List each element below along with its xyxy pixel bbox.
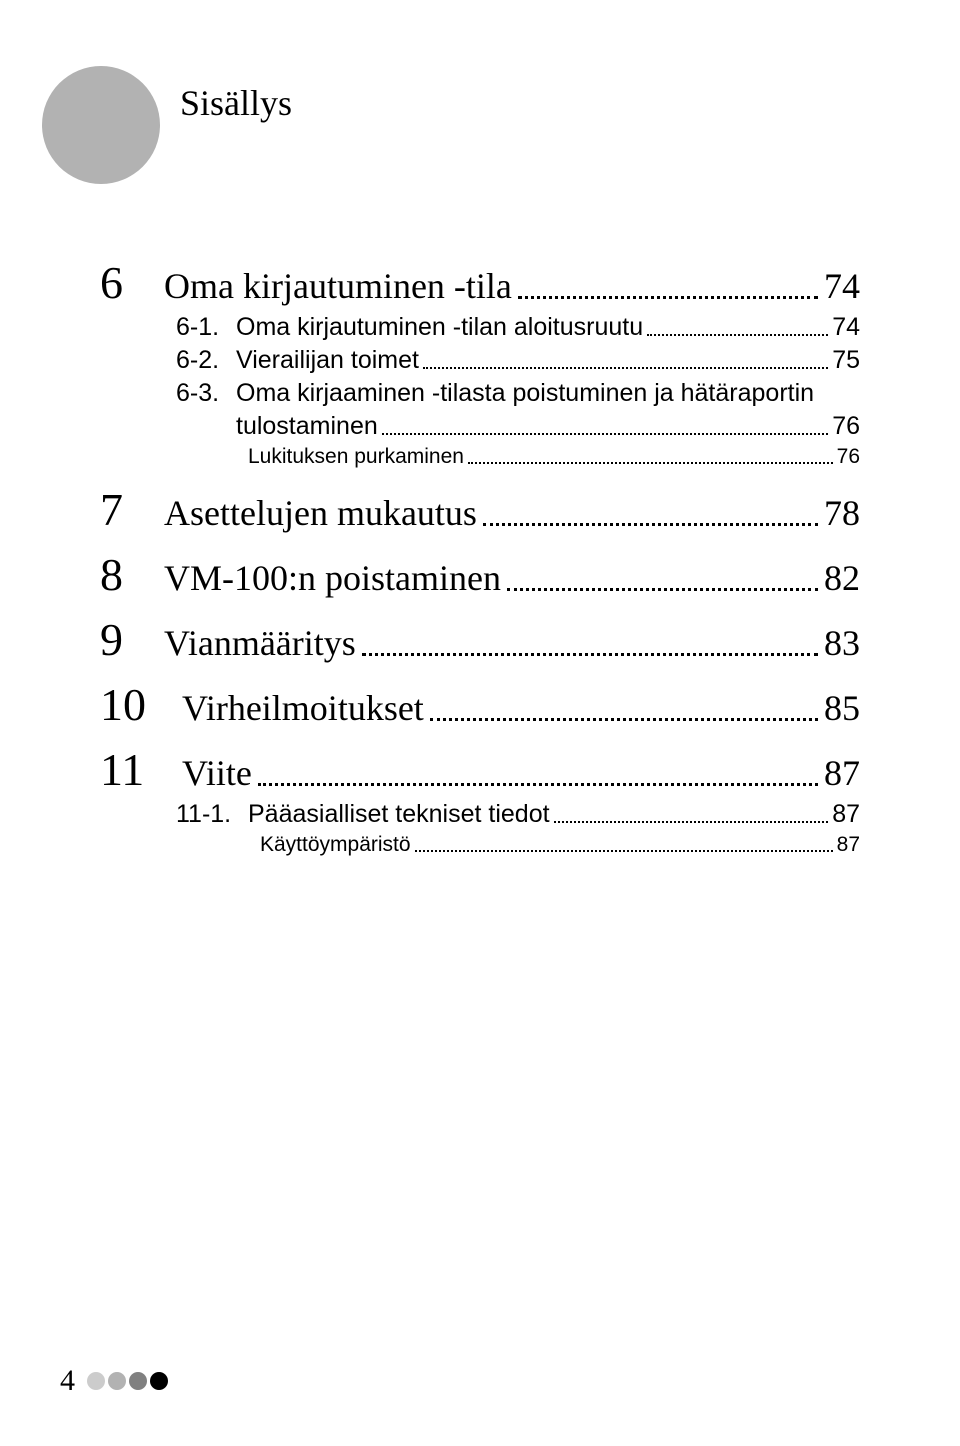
toc-chapter-row: 10 Virheilmoitukset 85 xyxy=(100,682,860,729)
chapter-number: 6 xyxy=(100,260,164,306)
subsub-page: 76 xyxy=(837,445,860,469)
chapter-title: Oma kirjautuminen -tila xyxy=(164,265,512,307)
toc-sub-row: 11-1. Pääasialliset tekniset tiedot 87 xyxy=(176,800,860,829)
sub-title-wrap: tulostaminen 76 xyxy=(236,412,860,441)
chapter-title: Vianmääritys xyxy=(164,622,356,664)
chapter-page: 83 xyxy=(824,622,860,664)
footer-dot-icon xyxy=(87,1372,105,1390)
toc-subsub-row: Lukituksen purkaminen 76 xyxy=(248,445,860,469)
toc-sub-row: 6-1. Oma kirjautuminen -tilan aloitusruu… xyxy=(176,313,860,342)
chapter-title-wrap: VM-100:n poistaminen 82 xyxy=(164,557,860,599)
toc-sub-row: 6-2. Vierailijan toimet 75 xyxy=(176,346,860,375)
leader-dots xyxy=(647,319,828,336)
leader-dots xyxy=(518,274,818,299)
sub-title-wrap: Oma kirjaaminen -tilasta poistuminen ja … xyxy=(236,379,860,408)
sub-page: 76 xyxy=(832,412,860,441)
chapter-page: 74 xyxy=(824,265,860,307)
toc-subsection: 11-1. Pääasialliset tekniset tiedot 87 K… xyxy=(176,800,860,857)
sub-title: Pääasialliset tekniset tiedot xyxy=(248,800,550,829)
page-title: Sisällys xyxy=(180,82,292,124)
chapter-page: 82 xyxy=(824,557,860,599)
sub-number: 6-2. xyxy=(176,346,236,375)
page-footer: 4 xyxy=(60,1364,171,1398)
leader-dots xyxy=(507,566,818,591)
footer-dot-icon xyxy=(108,1372,126,1390)
chapter-title: Viite xyxy=(182,752,252,794)
chapter-number: 9 xyxy=(100,617,164,663)
footer-dot-icon xyxy=(129,1372,147,1390)
toc-sub-row-continue: tulostaminen 76 xyxy=(236,412,860,441)
leader-dots xyxy=(483,501,818,526)
chapter-title-wrap: Asettelujen mukautus 78 xyxy=(164,492,860,534)
chapter-page: 85 xyxy=(824,687,860,729)
toc-chapter-row: 11 Viite 87 xyxy=(100,747,860,794)
sub-title-wrap: Vierailijan toimet 75 xyxy=(236,346,860,375)
toc-chapter-row: 9 Vianmääritys 83 xyxy=(100,617,860,664)
leader-dots xyxy=(362,631,818,656)
leader-dots xyxy=(415,837,833,852)
sub-page: 87 xyxy=(832,800,860,829)
chapter-title-wrap: Oma kirjautuminen -tila 74 xyxy=(164,265,860,307)
leader-dots xyxy=(468,449,833,464)
page: Sisällys 6 Oma kirjautuminen -tila 74 6-… xyxy=(0,0,960,1446)
chapter-title: VM-100:n poistaminen xyxy=(164,557,501,599)
chapter-title: Virheilmoitukset xyxy=(182,687,424,729)
chapter-title-wrap: Vianmääritys 83 xyxy=(164,622,860,664)
chapter-title-wrap: Virheilmoitukset 85 xyxy=(182,687,860,729)
sub-title-wrap: Pääasialliset tekniset tiedot 87 xyxy=(248,800,860,829)
toc-sub-row: 6-3. Oma kirjaaminen -tilasta poistumine… xyxy=(176,379,860,408)
toc-chapter-row: 6 Oma kirjautuminen -tila 74 xyxy=(100,260,860,307)
toc-subsection: 6-1. Oma kirjautuminen -tilan aloitusruu… xyxy=(176,313,860,469)
chapter-number: 11 xyxy=(100,747,182,793)
chapter-page: 78 xyxy=(824,492,860,534)
chapter-number: 8 xyxy=(100,552,164,598)
sub-number: 6-1. xyxy=(176,313,236,342)
header-circle-decoration xyxy=(42,66,160,184)
subsub-page: 87 xyxy=(837,833,860,857)
sub-title-wrap: Oma kirjautuminen -tilan aloitusruutu 74 xyxy=(236,313,860,342)
chapter-number: 7 xyxy=(100,487,164,533)
sub-title: Vierailijan toimet xyxy=(236,346,419,375)
chapter-number: 10 xyxy=(100,682,182,728)
leader-dots xyxy=(554,806,829,823)
chapter-title-wrap: Viite 87 xyxy=(182,752,860,794)
chapter-page: 87 xyxy=(824,752,860,794)
leader-dots xyxy=(430,696,818,721)
sub-title-line2: tulostaminen xyxy=(236,412,378,441)
footer-dot-icon xyxy=(150,1372,168,1390)
subsub-title: Käyttöympäristö xyxy=(260,833,411,857)
leader-dots xyxy=(423,352,828,369)
sub-page: 74 xyxy=(832,313,860,342)
sub-title: Oma kirjautuminen -tilan aloitusruutu xyxy=(236,313,643,342)
subsub-title: Lukituksen purkaminen xyxy=(248,445,464,469)
chapter-title: Asettelujen mukautus xyxy=(164,492,477,534)
sub-number: 6-3. xyxy=(176,379,236,408)
page-header: Sisällys xyxy=(100,60,860,180)
sub-number: 11-1. xyxy=(176,800,248,829)
leader-dots xyxy=(382,418,828,435)
sub-page: 75 xyxy=(832,346,860,375)
toc-chapter-row: 8 VM-100:n poistaminen 82 xyxy=(100,552,860,599)
toc-subsub-row: Käyttöympäristö 87 xyxy=(260,833,860,857)
toc-chapter-row: 7 Asettelujen mukautus 78 xyxy=(100,487,860,534)
sub-title-line1: Oma kirjaaminen -tilasta poistuminen ja … xyxy=(236,379,814,408)
table-of-contents: 6 Oma kirjautuminen -tila 74 6-1. Oma ki… xyxy=(100,260,860,857)
leader-dots xyxy=(258,761,818,786)
footer-page-number: 4 xyxy=(60,1364,75,1398)
